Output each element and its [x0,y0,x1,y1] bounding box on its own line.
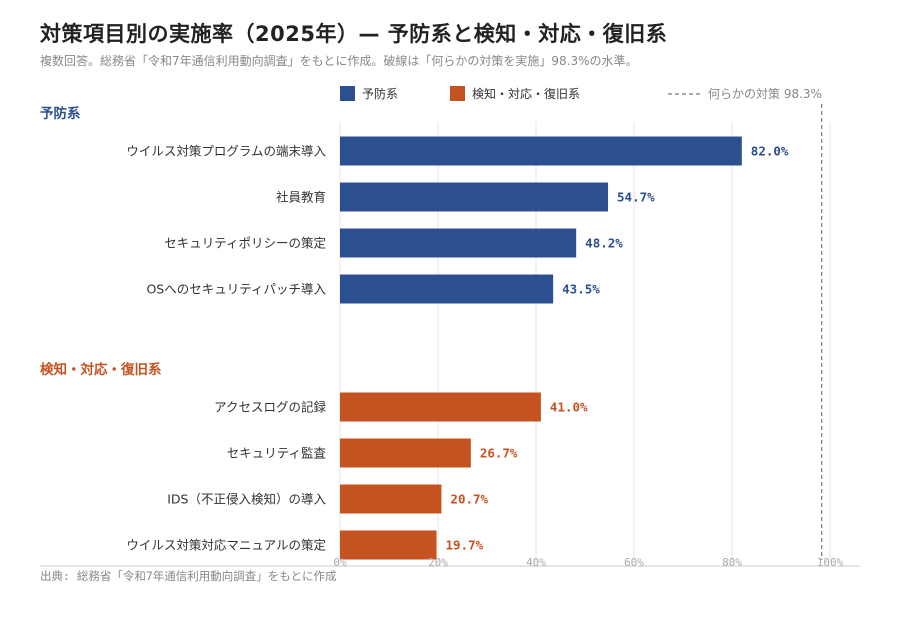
group-header: 検知・対応・復旧系 [40,361,162,378]
category-label: ウイルス対策対応マニュアルの策定 [126,538,326,553]
bar [340,274,554,304]
value-label: 54.7% [617,190,655,205]
category-label: セキュリティ監査 [227,446,327,461]
bar [340,228,577,258]
x-tick-label: 80% [722,556,742,569]
bar [340,438,471,468]
source-note: 出典: 総務省「令和7年通信利用動向調査」をもとに作成 [40,569,337,583]
bar [340,484,442,514]
bar [340,182,609,212]
category-label: OSへのセキュリティパッチ導入 [146,282,326,297]
category-label: セキュリティポリシーの策定 [164,236,326,251]
category-label: 社員教育 [276,190,326,205]
legend-swatch-prevention [340,86,355,101]
category-label: IDS（不正侵入検知）の導入 [167,492,326,507]
x-tick-label: 20% [428,556,448,569]
x-tick-label: 60% [624,556,644,569]
bar [340,530,437,560]
value-label: 41.0% [550,400,588,415]
value-label: 19.7% [446,538,484,553]
chart-subtitle: 複数回答。総務省「令和7年通信利用動向調査」をもとに作成。破線は「何らかの対策を… [40,54,638,68]
chart-title: 対策項目別の実施率（2025年）— 予防系と検知・対応・復旧系 [40,22,668,46]
bar [340,136,742,166]
x-tick-label: 100% [817,556,844,569]
category-label: アクセスログの記録 [214,400,326,415]
value-label: 48.2% [585,236,623,251]
legend-label-detection: 検知・対応・復旧系 [472,86,580,101]
category-label: ウイルス対策プログラムの端末導入 [126,144,326,159]
x-tick-label: 40% [526,556,546,569]
value-label: 43.5% [562,282,600,297]
bar [340,392,541,422]
value-label: 20.7% [450,492,488,507]
value-label: 82.0% [751,144,789,159]
legend-label-prevention: 予防系 [362,86,398,101]
x-tick-label: 0% [333,556,347,569]
value-label: 26.7% [480,446,518,461]
legend-label-reference: 何らかの対策 98.3% [708,87,822,101]
group-header: 予防系 [40,105,81,122]
legend-swatch-detection [450,86,465,101]
